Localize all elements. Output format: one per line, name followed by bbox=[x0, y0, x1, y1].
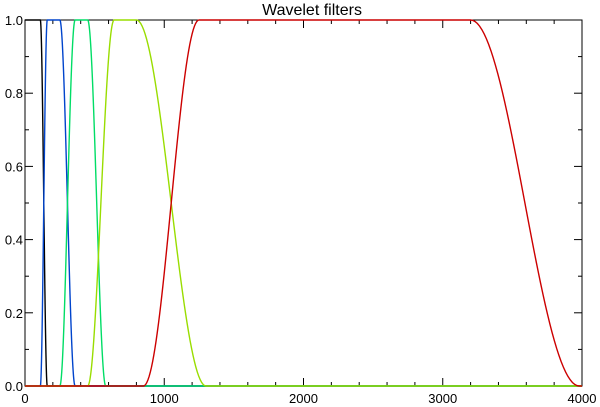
x-tick-label: 1000 bbox=[150, 391, 179, 406]
series-line-4 bbox=[25, 19, 582, 387]
series-line-3 bbox=[25, 19, 582, 387]
series-line-5 bbox=[25, 19, 582, 387]
x-tick-label: 3000 bbox=[428, 391, 457, 406]
x-tick-label: 0 bbox=[21, 391, 28, 406]
x-tick-label: 2000 bbox=[289, 391, 318, 406]
series-line-2 bbox=[25, 19, 582, 387]
y-tick-label: 1.0 bbox=[5, 13, 23, 28]
chart-title: Wavelet filters bbox=[262, 2, 362, 19]
y-tick-label: 0.2 bbox=[5, 306, 23, 321]
y-tick-label: 0.8 bbox=[5, 86, 23, 101]
series-group bbox=[25, 19, 582, 387]
x-tick-label: 4000 bbox=[568, 391, 597, 406]
y-tick-label: 0.0 bbox=[5, 379, 23, 394]
y-tick-label: 0.6 bbox=[5, 159, 23, 174]
y-tick-label: 0.4 bbox=[5, 233, 23, 248]
axis-tick-labels: 0 1000 2000 3000 4000 0.0 0.2 0.4 0.6 0.8 1.0 bbox=[5, 13, 597, 406]
